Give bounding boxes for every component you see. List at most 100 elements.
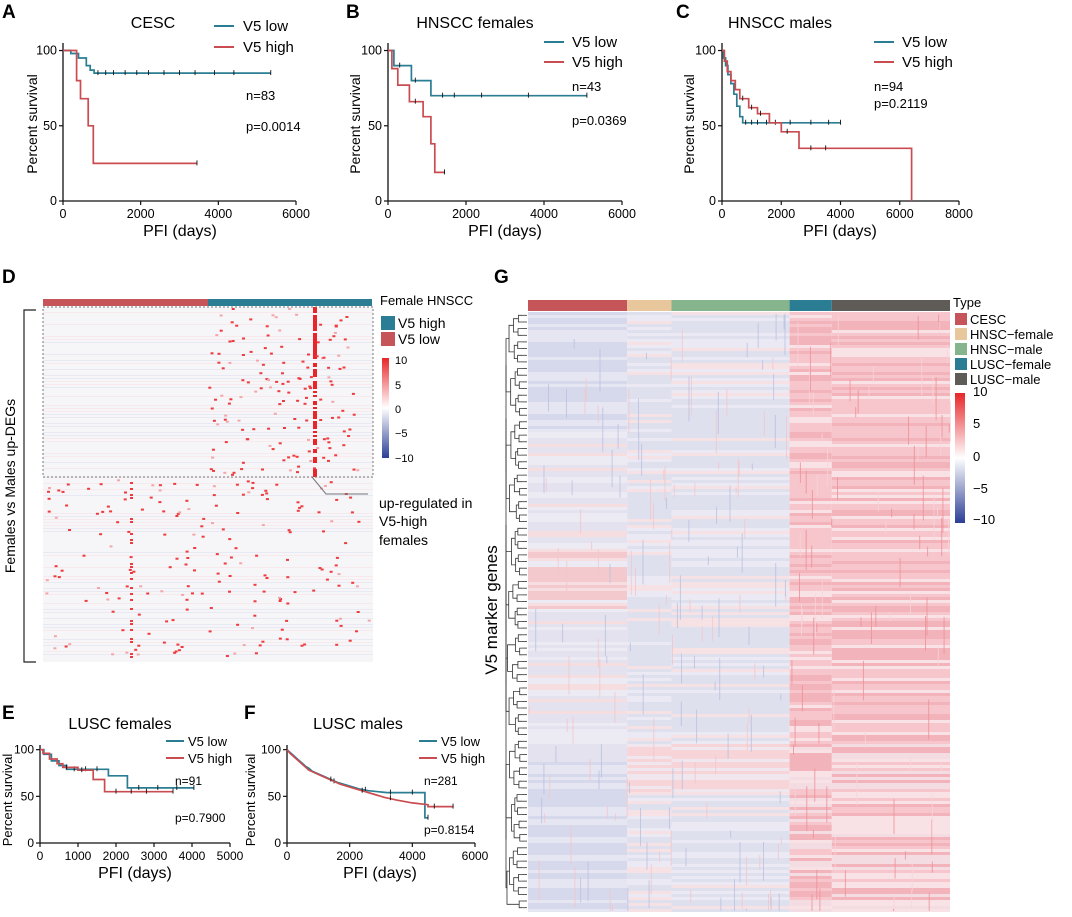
heatmap-row-segment — [789, 492, 832, 495]
heatmap-cell — [573, 339, 575, 349]
heatmap-row-segment — [627, 528, 672, 531]
heatmap-row-segment — [671, 741, 790, 744]
heatmap-cell — [309, 376, 313, 379]
heatmap-cell — [60, 569, 64, 572]
heatmap-row — [43, 525, 373, 526]
heatmap-row-segment — [671, 324, 790, 327]
heatmap-row-segment — [831, 609, 950, 612]
heatmap-cell — [273, 412, 277, 415]
heatmap-row-segment — [789, 840, 832, 843]
heatmap-row-segment — [528, 870, 628, 873]
heatmap-row-segment — [528, 867, 628, 870]
heatmap-cell — [685, 847, 687, 867]
heatmap-row-segment — [671, 432, 790, 435]
heatmap-row-segment — [528, 468, 628, 471]
heatmap-row-segment — [528, 636, 628, 639]
heatmap-row-segment — [789, 858, 832, 861]
heatmap-cell — [230, 321, 234, 324]
heatmap-row-segment — [831, 432, 950, 435]
heatmap-row — [43, 654, 373, 655]
heatmap-cell — [45, 579, 49, 582]
heatmap-row-segment — [671, 675, 790, 678]
panel-label-e: E — [2, 703, 15, 724]
heatmap-row-segment — [627, 438, 672, 441]
heatmap-row-segment — [627, 501, 672, 504]
heatmap-row — [43, 642, 373, 643]
heatmap-cell — [718, 462, 719, 470]
heatmap-row — [43, 645, 373, 646]
heatmap-row-segment — [789, 561, 832, 564]
heatmap-cell — [332, 335, 336, 338]
heatmap-row-segment — [789, 426, 832, 429]
heatmap-row-segment — [627, 723, 672, 726]
heatmap-cell — [910, 595, 911, 614]
heatmap-cell — [574, 866, 576, 908]
dendrogram-branch — [517, 714, 522, 722]
heatmap-row-segment — [831, 366, 950, 369]
heatmap-row-segment — [831, 354, 950, 357]
heatmap-cell — [313, 375, 317, 377]
heatmap-row-segment — [789, 909, 832, 912]
heatmap-cell — [261, 468, 264, 471]
heatmap-row — [43, 381, 373, 382]
heatmap-row-segment — [528, 846, 628, 849]
heatmap-cell — [215, 334, 219, 337]
type-segment — [789, 300, 832, 311]
legend-label-v5-low: V5 low — [398, 331, 441, 347]
heatmap-row-segment — [671, 534, 790, 537]
heatmap-row-segment — [789, 411, 832, 414]
heatmap-row-segment — [528, 813, 628, 816]
heatmap-row-segment — [831, 516, 950, 519]
heatmap-row-segment — [528, 825, 628, 828]
heatmap-row-segment — [671, 744, 790, 747]
heatmap-cell — [282, 361, 286, 364]
heatmap-cell — [750, 714, 752, 752]
heatmap-cell — [208, 386, 212, 389]
heatmap-row-segment — [528, 348, 628, 351]
p-value: p=0.7900 — [175, 811, 226, 825]
heatmap-row-segment — [671, 891, 790, 894]
heatmap-row-segment — [789, 714, 832, 717]
heatmap-cell — [325, 578, 329, 581]
heatmap-row-segment — [831, 684, 950, 687]
heatmap-row-segment — [528, 759, 628, 762]
dendrogram-branch — [516, 674, 522, 682]
heatmap-row-segment — [831, 864, 950, 867]
heatmap-row-segment — [671, 849, 790, 852]
y-axis-label: Percent survival — [24, 74, 40, 174]
heatmap-row-segment — [831, 876, 950, 879]
heatmap-cell — [313, 329, 317, 331]
heatmap-row-segment — [671, 618, 790, 621]
legend-label-high: V5 high — [572, 54, 623, 71]
heatmap-row-segment — [671, 708, 790, 711]
heatmap-row-segment — [831, 639, 950, 642]
heatmap-row-segment — [831, 600, 950, 603]
heatmap-row-segment — [671, 489, 790, 492]
heatmap-row-segment — [528, 684, 628, 687]
dendrogram-branch — [515, 451, 519, 466]
heatmap-cell — [335, 619, 339, 622]
heatmap-row-segment — [528, 876, 628, 879]
heatmap-cell — [185, 499, 189, 502]
heatmap-cell — [948, 516, 950, 555]
heatmap-row-segment — [789, 450, 832, 453]
heatmap-cell — [664, 465, 666, 502]
heatmap-row-segment — [671, 390, 790, 393]
heatmap-cell — [585, 378, 587, 402]
heatmap-row-segment — [627, 372, 672, 375]
heatmap-cell — [949, 401, 951, 442]
heatmap-row-segment — [528, 900, 628, 903]
heatmap-cell — [528, 706, 530, 714]
x-tick-label: 0 — [37, 849, 44, 863]
heatmap-cell — [298, 338, 302, 341]
heatmap-cell — [940, 429, 942, 456]
heatmap-row-segment — [627, 591, 672, 594]
dendrogram-branch — [518, 820, 522, 829]
heatmap-row-segment — [789, 843, 832, 846]
dendrogram-branch — [517, 661, 522, 669]
dendrogram-branch — [519, 834, 522, 842]
heatmap-row-segment — [627, 732, 672, 735]
heatmap-cell — [629, 782, 630, 794]
heatmap-cell — [255, 554, 259, 557]
heatmap-row-segment — [528, 828, 628, 831]
